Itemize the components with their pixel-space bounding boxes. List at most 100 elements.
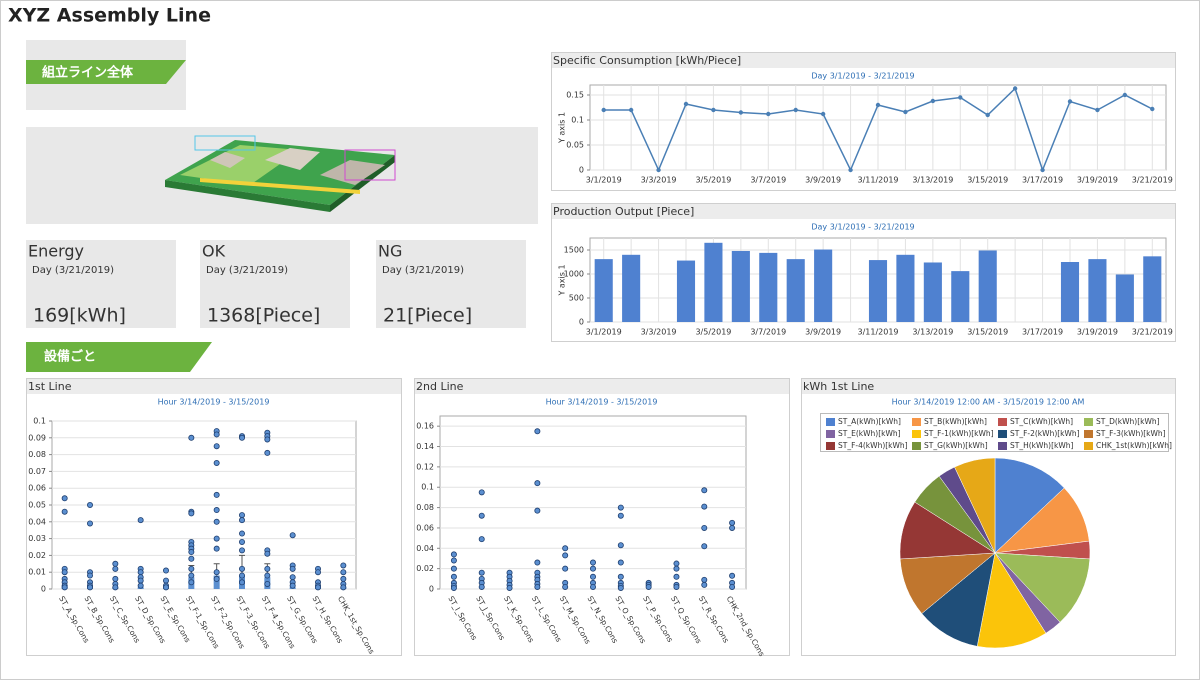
y-tick-label: 0.12	[416, 462, 434, 471]
y-tick-label: 0.08	[28, 450, 46, 459]
data-point	[645, 583, 652, 590]
data-point	[264, 565, 271, 572]
panel-header	[415, 379, 789, 394]
data-point	[87, 584, 94, 591]
data-point	[534, 559, 541, 566]
line-point	[1012, 86, 1018, 91]
pie-slice	[954, 457, 996, 554]
y-tick-label: 0.07	[28, 467, 46, 476]
data-point	[729, 519, 736, 526]
kpi-label: NG	[378, 242, 402, 261]
pie-slice	[994, 457, 1065, 554]
x-tick-label: 3/21/2019	[1132, 176, 1173, 185]
data-point	[729, 572, 736, 579]
data-point	[450, 551, 457, 558]
y-axis-label: Y axis 1	[558, 112, 567, 144]
legend-label: CHK_1st(kWh)[kWh]	[1096, 441, 1172, 450]
bar	[1115, 274, 1134, 322]
legend-box	[820, 413, 1169, 452]
panel-title: 1st Line	[28, 380, 72, 393]
x-tick-label: 3/13/2019	[912, 176, 953, 185]
bar	[622, 254, 641, 322]
data-point	[112, 565, 119, 572]
legend-swatch	[1084, 418, 1093, 426]
kpi-box	[376, 240, 526, 328]
y-tick-label: 0.04	[416, 544, 434, 553]
data-point	[213, 518, 220, 525]
data-point	[87, 501, 94, 508]
panel-subtitle: Hour 3/14/2019 12:00 AM - 3/15/2019 12:0…	[892, 398, 1085, 407]
data-point	[534, 480, 541, 487]
panel-header	[552, 204, 1175, 219]
data-point	[112, 560, 119, 567]
legend-label: ST_F-3(kWh)[kWh]	[1096, 429, 1166, 438]
x-tick-label: 3/21/2019	[1132, 328, 1173, 337]
y-tick-label: 0.1	[33, 417, 46, 426]
panel-subtitle: Day 3/1/2019 - 3/21/2019	[811, 72, 914, 81]
data-point	[534, 507, 541, 514]
data-point	[238, 565, 245, 572]
data-point	[534, 428, 541, 435]
bar	[731, 250, 750, 322]
y-tick-label: 0.1	[421, 483, 434, 492]
legend-label: ST_A(kWh)[kWh]	[838, 417, 901, 426]
data-point	[61, 508, 68, 515]
panel-subtitle: Day 3/1/2019 - 3/21/2019	[811, 223, 914, 232]
y-tick-label: 0.08	[416, 503, 434, 512]
data-point	[137, 569, 144, 576]
data-point	[213, 431, 220, 438]
data-point	[506, 584, 513, 591]
data-point	[213, 545, 220, 552]
data-point	[562, 583, 569, 590]
data-point	[188, 434, 195, 441]
y-tick-label: 0	[41, 585, 46, 594]
line-point	[1067, 99, 1073, 104]
data-point	[264, 436, 271, 443]
data-point	[61, 569, 68, 576]
panel-title: Production Output [Piece]	[553, 205, 694, 218]
kpi-box	[200, 240, 350, 328]
panel-header	[552, 53, 1175, 68]
kpi-label: OK	[202, 242, 226, 261]
x-tick-label: 3/3/2019	[641, 176, 677, 185]
bar	[594, 259, 613, 322]
line-point	[1040, 167, 1045, 173]
data-point	[590, 559, 597, 566]
data-point	[478, 536, 485, 543]
data-point	[188, 572, 195, 579]
data-point	[590, 565, 597, 572]
x-tick-label: 3/1/2019	[586, 328, 622, 337]
legend-swatch	[1084, 430, 1093, 438]
y-tick-label: 0	[429, 585, 434, 594]
bar	[814, 249, 833, 322]
data-point	[87, 520, 94, 527]
x-tick-label: 3/5/2019	[695, 328, 731, 337]
page-title: XYZ Assembly Line	[8, 5, 211, 27]
data-point	[673, 560, 680, 567]
data-point	[289, 532, 296, 539]
y-tick-label: 0.09	[28, 433, 46, 442]
legend-swatch	[826, 418, 835, 426]
kpi-value: 1368[Piece]	[207, 305, 320, 327]
data-point	[188, 510, 195, 517]
data-point	[238, 547, 245, 554]
bar	[1143, 256, 1162, 322]
panel-title: Specific Consumption [kWh/Piece]	[553, 54, 741, 67]
data-point	[61, 495, 68, 502]
x-tick-label: 3/7/2019	[750, 176, 786, 185]
data-point	[673, 583, 680, 590]
line-point	[930, 98, 936, 104]
legend-swatch	[998, 430, 1007, 438]
line-point	[1095, 107, 1100, 113]
data-point	[340, 584, 347, 591]
data-point	[213, 491, 220, 498]
data-point	[478, 489, 485, 496]
x-tick-label: 3/17/2019	[1022, 328, 1063, 337]
bar	[676, 260, 696, 322]
data-point	[61, 584, 68, 591]
data-point	[289, 565, 296, 572]
y-tick-label: 0.03	[28, 534, 46, 543]
data-point	[340, 575, 347, 582]
legend-swatch	[912, 442, 921, 450]
